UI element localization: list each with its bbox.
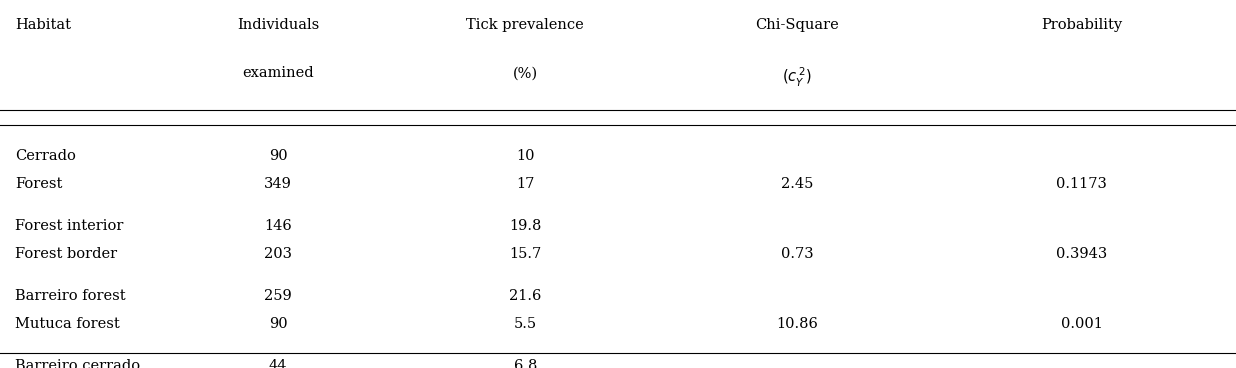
Text: 19.8: 19.8 bbox=[509, 219, 541, 233]
Text: (%): (%) bbox=[513, 66, 538, 80]
Text: Forest: Forest bbox=[15, 177, 62, 191]
Text: 0.1173: 0.1173 bbox=[1056, 177, 1107, 191]
Text: Forest border: Forest border bbox=[15, 247, 117, 261]
Text: Mutuca forest: Mutuca forest bbox=[15, 317, 120, 331]
Text: Individuals: Individuals bbox=[237, 18, 319, 32]
Text: Barreiro forest: Barreiro forest bbox=[15, 289, 126, 303]
Text: 0.3943: 0.3943 bbox=[1056, 247, 1107, 261]
Text: 0.001: 0.001 bbox=[1060, 317, 1103, 331]
Text: Tick prevalence: Tick prevalence bbox=[466, 18, 585, 32]
Text: 203: 203 bbox=[265, 247, 292, 261]
Text: 17: 17 bbox=[517, 177, 534, 191]
Text: 259: 259 bbox=[265, 289, 292, 303]
Text: 0.73: 0.73 bbox=[781, 247, 813, 261]
Text: 90: 90 bbox=[268, 317, 288, 331]
Text: 15.7: 15.7 bbox=[509, 247, 541, 261]
Text: 44: 44 bbox=[269, 359, 287, 368]
Text: 2.45: 2.45 bbox=[781, 177, 813, 191]
Text: 21.6: 21.6 bbox=[509, 289, 541, 303]
Text: Forest interior: Forest interior bbox=[15, 219, 124, 233]
Text: Cerrado: Cerrado bbox=[15, 149, 75, 163]
Text: 146: 146 bbox=[265, 219, 292, 233]
Text: 10: 10 bbox=[517, 149, 534, 163]
Text: 6.8: 6.8 bbox=[514, 359, 536, 368]
Text: 5.5: 5.5 bbox=[514, 317, 536, 331]
Text: examined: examined bbox=[242, 66, 314, 80]
Text: 10.86: 10.86 bbox=[776, 317, 818, 331]
Text: 90: 90 bbox=[268, 149, 288, 163]
Text: Chi-Square: Chi-Square bbox=[755, 18, 839, 32]
Text: $(c_Y^{\,2})$: $(c_Y^{\,2})$ bbox=[782, 66, 812, 89]
Text: Probability: Probability bbox=[1041, 18, 1122, 32]
Text: Habitat: Habitat bbox=[15, 18, 70, 32]
Text: 349: 349 bbox=[265, 177, 292, 191]
Text: Barreiro cerrado: Barreiro cerrado bbox=[15, 359, 140, 368]
